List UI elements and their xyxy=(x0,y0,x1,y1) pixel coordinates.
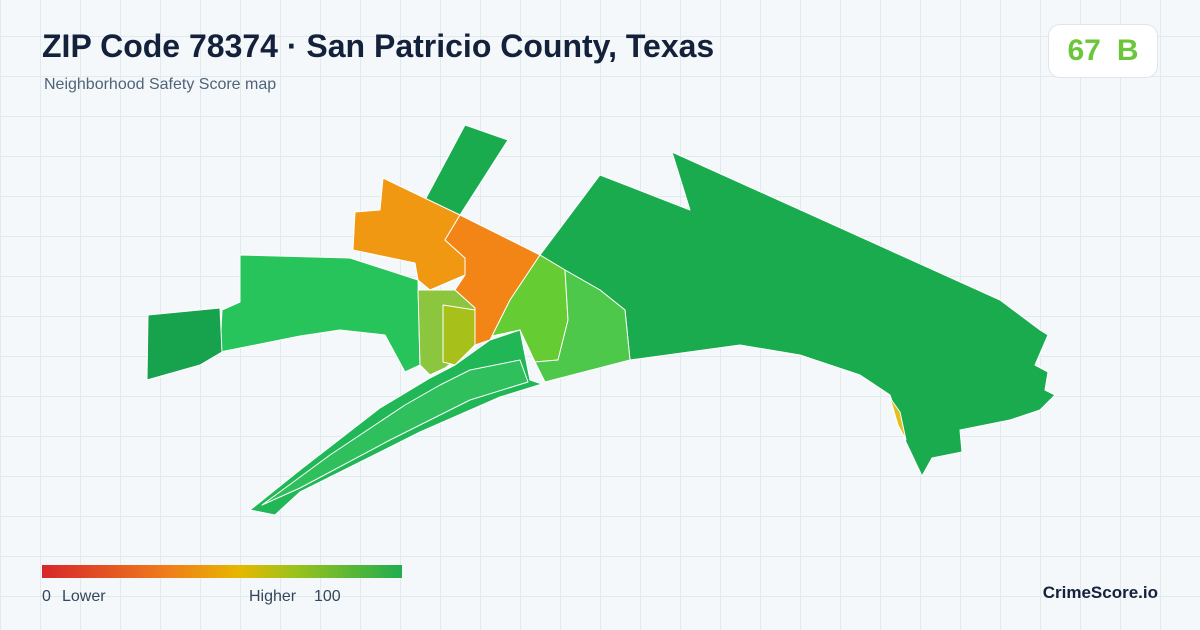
legend-max-label: Higher xyxy=(249,588,297,605)
region xyxy=(146,307,223,381)
region xyxy=(424,124,509,216)
region xyxy=(442,304,476,366)
subtitle: Neighborhood Safety Score map xyxy=(44,76,277,93)
legend-min: 0 xyxy=(42,588,51,605)
legend-scale xyxy=(42,565,402,578)
score-badge: 67 B xyxy=(1048,24,1158,78)
region xyxy=(889,397,907,441)
score-grade: B xyxy=(1116,34,1139,67)
score-value: 67 xyxy=(1067,34,1101,67)
legend-min-label: Lower xyxy=(62,588,106,605)
region xyxy=(261,359,529,506)
region xyxy=(534,269,631,383)
title: ZIP Code 78374 · San Patricio County, Te… xyxy=(42,28,715,64)
region xyxy=(219,254,421,373)
legend-max: 100 xyxy=(314,588,341,605)
brand: CrimeScore.io xyxy=(1042,583,1158,602)
region xyxy=(539,151,1056,477)
